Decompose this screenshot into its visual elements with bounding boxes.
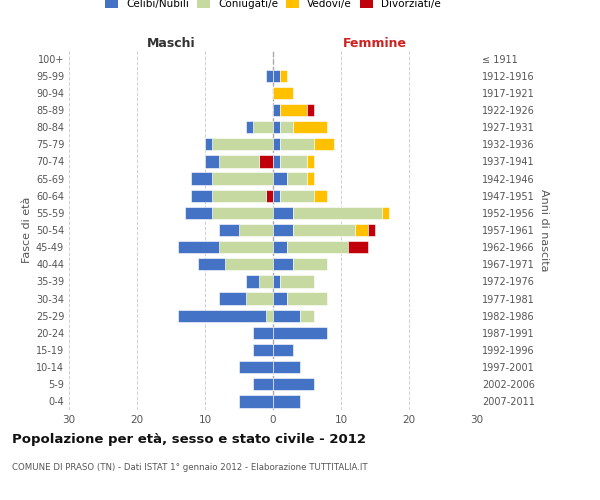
Bar xyxy=(273,241,287,254)
Bar xyxy=(382,206,389,219)
Bar xyxy=(218,156,259,168)
Bar xyxy=(348,241,368,254)
Bar xyxy=(273,190,280,202)
Text: Popolazione per età, sesso e stato civile - 2012: Popolazione per età, sesso e stato civil… xyxy=(12,432,366,446)
Bar xyxy=(273,310,300,322)
Bar xyxy=(273,258,293,270)
Bar xyxy=(273,138,280,150)
Legend: Celibi/Nubili, Coniugati/e, Vedovi/e, Divorziati/e: Celibi/Nubili, Coniugati/e, Vedovi/e, Di… xyxy=(105,0,441,10)
Bar xyxy=(212,206,273,219)
Bar xyxy=(280,138,314,150)
Bar xyxy=(212,138,273,150)
Bar xyxy=(273,86,293,99)
Bar xyxy=(273,378,314,390)
Bar xyxy=(280,121,293,134)
Bar xyxy=(307,156,314,168)
Bar xyxy=(259,156,273,168)
Y-axis label: Fasce di età: Fasce di età xyxy=(22,197,32,263)
Bar xyxy=(246,121,253,134)
Bar xyxy=(280,190,314,202)
Bar xyxy=(273,276,280,287)
Bar xyxy=(273,104,280,116)
Bar xyxy=(287,292,328,304)
Bar xyxy=(191,190,212,202)
Bar xyxy=(239,361,273,374)
Bar xyxy=(212,172,273,184)
Bar xyxy=(273,344,293,356)
Bar xyxy=(300,310,314,322)
Bar xyxy=(273,326,328,339)
Bar xyxy=(198,258,226,270)
Bar xyxy=(314,190,328,202)
Bar xyxy=(218,224,239,236)
Bar xyxy=(273,224,293,236)
Bar xyxy=(239,396,273,407)
Bar xyxy=(226,258,273,270)
Bar xyxy=(273,396,300,407)
Bar xyxy=(239,224,273,236)
Bar xyxy=(253,344,273,356)
Bar xyxy=(307,104,314,116)
Bar xyxy=(185,206,212,219)
Bar xyxy=(178,241,218,254)
Bar xyxy=(273,70,280,82)
Bar xyxy=(355,224,368,236)
Bar xyxy=(266,190,273,202)
Text: Femmine: Femmine xyxy=(343,37,407,50)
Bar xyxy=(368,224,375,236)
Bar xyxy=(253,378,273,390)
Bar xyxy=(246,276,259,287)
Bar xyxy=(191,172,212,184)
Bar xyxy=(287,172,307,184)
Bar xyxy=(218,292,246,304)
Bar xyxy=(273,361,300,374)
Bar xyxy=(205,138,212,150)
Text: COMUNE DI PRASO (TN) - Dati ISTAT 1° gennaio 2012 - Elaborazione TUTTITALIA.IT: COMUNE DI PRASO (TN) - Dati ISTAT 1° gen… xyxy=(12,462,368,471)
Text: Maschi: Maschi xyxy=(146,37,196,50)
Bar xyxy=(266,70,273,82)
Bar xyxy=(280,70,287,82)
Bar xyxy=(293,121,328,134)
Bar xyxy=(280,156,307,168)
Bar xyxy=(246,292,273,304)
Bar xyxy=(178,310,266,322)
Bar xyxy=(273,156,280,168)
Bar xyxy=(314,138,334,150)
Bar xyxy=(212,190,266,202)
Bar xyxy=(273,121,280,134)
Bar xyxy=(287,241,348,254)
Bar xyxy=(253,121,273,134)
Bar xyxy=(273,206,293,219)
Y-axis label: Anni di nascita: Anni di nascita xyxy=(539,188,548,271)
Bar xyxy=(259,276,273,287)
Bar xyxy=(293,258,328,270)
Bar xyxy=(293,224,355,236)
Bar xyxy=(280,104,307,116)
Bar xyxy=(266,310,273,322)
Bar xyxy=(280,276,314,287)
Bar xyxy=(218,241,273,254)
Bar xyxy=(253,326,273,339)
Bar xyxy=(307,172,314,184)
Bar xyxy=(273,292,287,304)
Bar xyxy=(205,156,218,168)
Bar xyxy=(273,172,287,184)
Bar xyxy=(293,206,382,219)
